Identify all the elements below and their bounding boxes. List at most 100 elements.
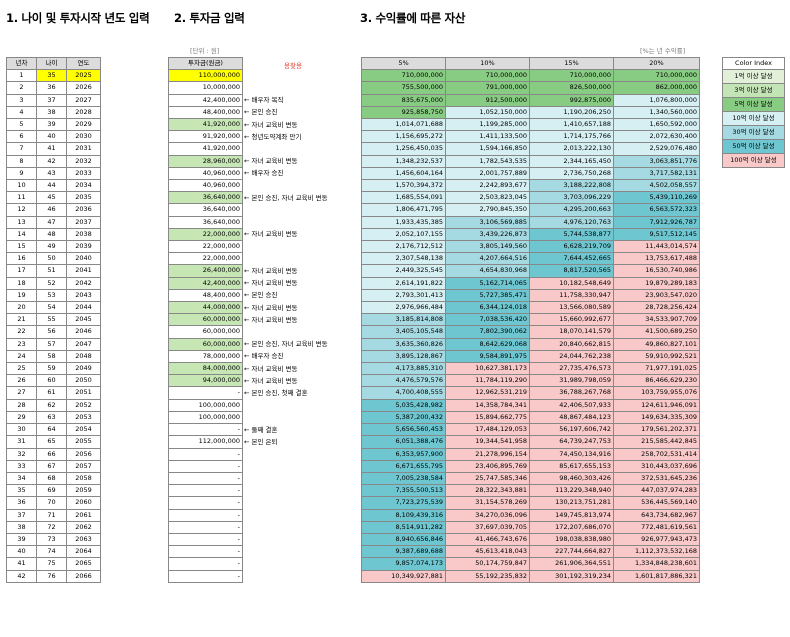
investment-cell[interactable]: 26,400,000: [168, 264, 243, 278]
investment-cell[interactable]: 94,000,000: [168, 374, 243, 388]
asset-cell: 6,563,572,323: [613, 203, 700, 217]
table-row: 21 55 2045: [6, 313, 101, 327]
note-label: ← 본인 승진, 자녀 교육비 변동: [244, 193, 328, 202]
asset-cell: 9,857,074,173: [361, 557, 446, 571]
investment-cell[interactable]: -: [168, 484, 243, 498]
investment-cell[interactable]: -: [168, 545, 243, 559]
legend-row: 100억 이상 달성: [722, 153, 785, 169]
asset-cell: 3,805,149,560: [445, 240, 530, 254]
investment-cell[interactable]: 60,000,000: [168, 325, 243, 339]
asset-cell: 7,723,275,539: [361, 496, 446, 510]
asset-cell: 172,207,686,070: [529, 520, 614, 534]
investment-cell[interactable]: 110,000,000: [168, 69, 243, 83]
investment-cell[interactable]: -: [168, 508, 243, 522]
table1-cell: 28: [6, 398, 37, 412]
investment-cell[interactable]: 28,960,000: [168, 154, 243, 168]
investment-cell[interactable]: 42,400,000: [168, 93, 243, 107]
rate-label: [%는 년 수익률]: [640, 47, 686, 55]
investment-cell[interactable]: -: [168, 520, 243, 534]
investment-cell[interactable]: 22,000,000: [168, 252, 243, 266]
table-row: 22,000,000: [168, 227, 243, 242]
investment-cell[interactable]: 84,000,000: [168, 362, 243, 376]
asset-cell: 5,656,560,453: [361, 423, 446, 437]
investment-cell[interactable]: 48,400,000: [168, 288, 243, 303]
investment-cell[interactable]: 112,000,000: [168, 435, 243, 449]
investment-cell[interactable]: 44,000,000: [168, 301, 243, 315]
investment-cell[interactable]: 91,920,000: [168, 130, 243, 144]
table-row: 6,671,655,795 23,406,895,769 85,617,655,15…: [361, 459, 700, 473]
investment-cell[interactable]: -: [168, 557, 243, 571]
investment-cell[interactable]: 60,000,000: [168, 337, 243, 351]
asset-cell: 215,585,442,845: [613, 435, 700, 449]
investment-cell[interactable]: 100,000,000: [168, 398, 243, 412]
investment-cell[interactable]: 22,000,000: [168, 227, 243, 242]
asset-cell: 791,000,000: [445, 81, 530, 95]
investment-cell[interactable]: 22,000,000: [168, 240, 243, 254]
table-row: 2,052,107,155 3,439,226,873 5,744,538,877 9…: [361, 227, 700, 242]
investment-cell[interactable]: -: [168, 569, 243, 583]
asset-cell: 5,439,110,269: [613, 191, 700, 205]
table1-cell: 36: [6, 496, 37, 510]
table1-cell[interactable]: 2025: [66, 69, 101, 83]
asset-cell: 3,188,222,808: [529, 179, 614, 193]
table-row: 13 47 2037: [6, 215, 101, 229]
table-row: -: [168, 447, 243, 461]
asset-cell: 310,443,037,696: [613, 459, 700, 473]
asset-cell: 4,976,120,763: [529, 215, 614, 229]
investment-cell[interactable]: 100,000,000: [168, 410, 243, 425]
table-row: 32 66 2056: [6, 447, 101, 461]
table-row: 1,156,695,272 1,411,133,500 1,714,175,766 2…: [361, 130, 700, 144]
investment-cell[interactable]: 60,000,000: [168, 313, 243, 327]
investment-cell[interactable]: -: [168, 532, 243, 547]
table1-cell: 46: [36, 203, 67, 217]
investment-cell[interactable]: 40,960,000: [168, 179, 243, 193]
table-row: 36,640,000: [168, 215, 243, 229]
asset-cell: 10,627,381,173: [445, 362, 530, 376]
table1-cell[interactable]: 35: [36, 69, 67, 83]
investment-cell[interactable]: -: [168, 423, 243, 437]
note-label: ← 자녀 교육비 변동: [244, 376, 298, 385]
table1-cell: 65: [36, 435, 67, 449]
investment-cell[interactable]: 41,920,000: [168, 142, 243, 156]
table-row: 16 50 2040: [6, 252, 101, 266]
table-row: -: [168, 471, 243, 486]
asset-cell: 5,035,428,982: [361, 398, 446, 412]
table-row: 835,675,000 912,500,000 992,875,000 1,076,8…: [361, 93, 700, 107]
table1-cell: 68: [36, 471, 67, 486]
note-label: ← 본인 승진: [244, 108, 278, 117]
table-row: -: [168, 557, 243, 571]
note-label: ← 본인 은퇴: [244, 437, 278, 446]
asset-cell: 11,758,330,947: [529, 288, 614, 303]
investment-cell[interactable]: 36,640,000: [168, 191, 243, 205]
investment-cell[interactable]: 41,920,000: [168, 118, 243, 132]
asset-cell: 1,806,471,795: [361, 203, 446, 217]
investment-cell[interactable]: -: [168, 496, 243, 510]
investment-cell[interactable]: 42,400,000: [168, 276, 243, 290]
asset-cell: 37,697,039,705: [445, 520, 530, 534]
asset-cell: 23,903,547,020: [613, 288, 700, 303]
investment-cell[interactable]: 36,640,000: [168, 215, 243, 229]
table1-cell: 42: [6, 569, 37, 583]
table1-cell: 62: [36, 398, 67, 412]
investment-cell[interactable]: 48,400,000: [168, 105, 243, 120]
asset-cell: 5,162,714,065: [445, 276, 530, 290]
investment-cell[interactable]: 10,000,000: [168, 81, 243, 95]
heading-investment: 2. 투자금 입력: [174, 11, 245, 25]
table-row: 42 76 2066: [6, 569, 101, 583]
asset-cell: 1,340,560,000: [613, 105, 700, 120]
investment-cell[interactable]: -: [168, 447, 243, 461]
asset-cell: 1,052,150,000: [445, 105, 530, 120]
investment-cell[interactable]: -: [168, 459, 243, 473]
investment-cell[interactable]: 40,960,000: [168, 166, 243, 181]
investment-cell[interactable]: 36,640,000: [168, 203, 243, 217]
asset-cell: 2,052,107,155: [361, 227, 446, 242]
asset-cell: 15,894,662,775: [445, 410, 530, 425]
asset-cell: 4,502,058,557: [613, 179, 700, 193]
legend-item: 50억 이상 달성: [722, 139, 785, 155]
table-row: -: [168, 496, 243, 510]
table-row: 12 46 2036: [6, 203, 101, 217]
investment-cell[interactable]: 78,000,000: [168, 349, 243, 364]
investment-cell[interactable]: -: [168, 386, 243, 400]
asset-cell: 2,736,750,268: [529, 166, 614, 181]
investment-cell[interactable]: -: [168, 471, 243, 486]
